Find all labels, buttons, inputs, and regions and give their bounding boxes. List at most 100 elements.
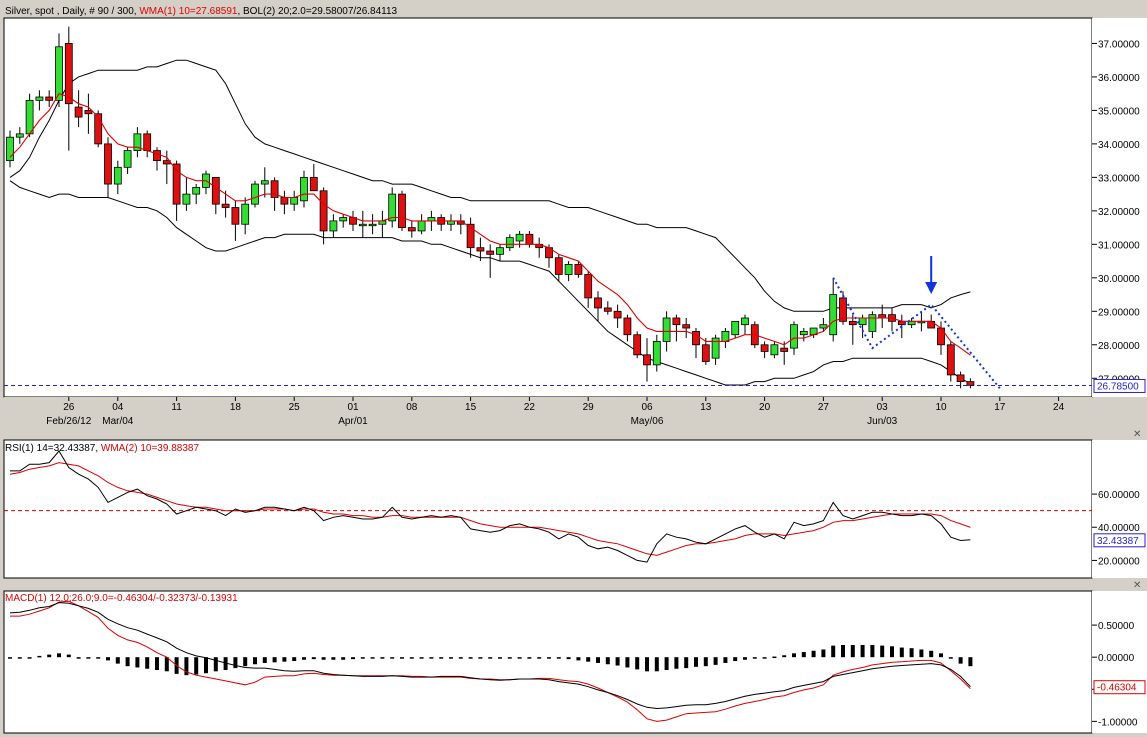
macd-histogram-bar [76,657,81,659]
rsi-line [10,450,971,563]
macd-histogram-bar [194,657,199,675]
candle-body [623,317,632,336]
candle-body [45,96,54,101]
candle-body [466,223,475,249]
candle-body [780,347,789,352]
candle-body [64,43,73,105]
candle-body [692,330,700,346]
macd-histogram-bar [762,657,767,659]
macd-histogram-bar [664,657,669,671]
candle-body [280,197,289,205]
macd-histogram-bar [86,657,91,659]
macd-histogram-bar [674,657,679,669]
candle-body [153,150,161,162]
candle-body [790,324,798,349]
price-header-wma: WMA(1) 10=27.68591 [139,6,238,17]
rsi-close-icon[interactable]: ✕ [1133,429,1141,440]
macd-panel-controls[interactable]: ✕ [1133,580,1141,591]
xaxis-day-label: 17 [994,402,1006,413]
candle-body [829,294,838,336]
macd-histogram-bar [517,657,522,659]
macd-histogram-bar [939,653,943,658]
macd-histogram-bar [458,657,463,659]
macd-histogram-bar [115,657,120,664]
macd-histogram-bar [547,657,551,659]
macd-histogram-bar [439,657,444,659]
price-ytick-label: 35.00000 [1098,106,1140,117]
candle-body [515,233,524,242]
macd-histogram-bar [47,654,52,658]
xaxis-date-label: Feb/26/12 [46,416,91,427]
price-ytick-label: 28.00000 [1098,341,1140,352]
last-price-label: 26.78500 [1097,381,1139,392]
price-header-prefix: Silver, spot , Daily, # 90 / 300, [5,6,139,17]
rsi-panel-bg [3,439,1093,579]
candle-body [329,220,338,232]
candle-body [682,324,691,329]
price-ytick-label: 29.00000 [1098,307,1140,318]
candle-body [868,314,877,332]
price-ytick-label: 34.00000 [1098,140,1140,151]
macd-histogram-bar [958,657,963,664]
macd-histogram-bar [498,657,502,659]
xaxis-day-label: 22 [524,402,536,413]
candle-body [760,344,769,352]
macd-histogram-bar [948,657,953,659]
candle-body [172,163,181,205]
macd-histogram-bar [400,657,404,659]
macd-histogram-bar [792,653,796,658]
candle-body [182,193,191,205]
candle-body [731,320,740,336]
rsi-panel-controls[interactable]: ✕ [1133,429,1141,440]
macd-histogram-bar [243,657,248,667]
macd-histogram-bar [184,657,189,676]
macd-histogram-bar [360,657,365,659]
macd-histogram-bar [929,650,934,658]
macd-histogram-bar [419,657,424,659]
macd-histogram-bar [694,657,698,667]
macd-histogram-bar [390,657,395,659]
candle-body [613,310,622,319]
xaxis-day-label: 26 [63,402,75,413]
rsi-last-box [1093,533,1146,548]
macd-histogram-bar [801,652,806,658]
rsi-wma-line [9,462,971,556]
rsi-header-sep: , [95,443,101,454]
candle-body [721,330,730,342]
macd-histogram-bar [341,657,346,660]
xaxis-day-label: 04 [112,402,124,413]
macd-histogram-bar [772,656,777,659]
candle-body [84,110,93,115]
candle-body [25,99,34,135]
macd-histogram-bar [331,657,336,660]
macd-close-icon[interactable]: ✕ [1133,580,1141,591]
candle-body [211,176,220,205]
rsi-layer: 20.00000 40.00000 60.00000 32.43387 [4,450,1146,567]
price-axis-bg [1092,18,1147,397]
macd-histogram-bar [831,645,836,658]
candle-body [192,187,201,195]
price-ytick-label: 36.00000 [1098,73,1140,84]
candle-body [946,344,955,376]
candle-body [143,133,152,151]
rsi-ytick-label: 60.00000 [1098,490,1140,501]
macd-histogram-bar [782,655,787,658]
price-ytick-label: 31.00000 [1098,240,1140,251]
macd-histogram-bar [37,655,42,658]
macd-histogram-bar [605,657,610,665]
macd-histogram-bar [596,657,600,663]
bollinger-upper-line [9,59,971,312]
macd-histogram-bar [507,657,512,659]
pattern-dotted-line [832,277,1001,389]
candle-body [339,217,348,222]
macd-header: MACD(1) 12.0;26.0;9.0=-0.46304/-0.32373/… [5,593,238,604]
price-layer: 27.0000028.0000029.0000030.0000031.00000… [4,26,1146,393]
macd-last-label: -0.46304 [1097,683,1137,694]
macd-histogram-bar [321,657,326,660]
price-header-bol: BOL(2) 20;2.0=29.58007/26.84113 [243,6,398,17]
macd-histogram-bar [282,657,287,662]
macd-histogram-bar [645,657,649,672]
macd-histogram-bar [57,653,61,658]
candle-body [643,354,651,366]
macd-axis-bg [1092,591,1147,733]
